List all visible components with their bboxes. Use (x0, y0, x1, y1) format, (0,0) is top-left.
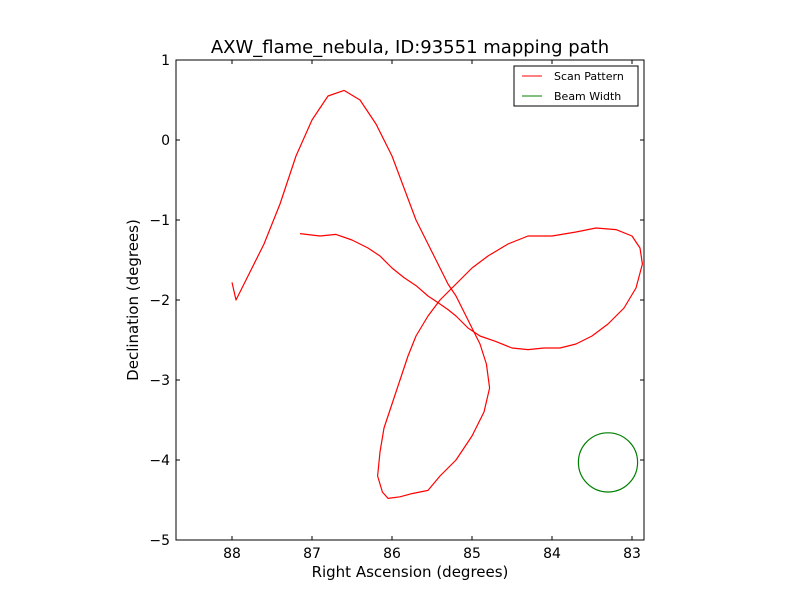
x-tick-label: 86 (383, 546, 401, 562)
x-tick-label: 84 (543, 546, 561, 562)
x-tick-label: 83 (623, 546, 641, 562)
y-tick-label: −3 (149, 373, 170, 389)
y-tick-label: −4 (149, 453, 170, 469)
legend-box (513, 65, 639, 107)
chart-title: AXW_flame_nebula, ID:93551 mapping path (211, 37, 609, 58)
x-tick-label: 88 (223, 546, 241, 562)
axis-ticks: 88 87 86 85 84 83 1 0 −1 −2 −3 −4 −5 (149, 53, 644, 562)
y-tick-label: 1 (161, 53, 170, 69)
scan-pattern-line (231, 89, 644, 499)
y-tick-label: 0 (161, 133, 170, 149)
y-tick-label: −2 (149, 293, 170, 309)
x-tick-label: 87 (303, 546, 321, 562)
y-tick-label: −5 (149, 533, 170, 549)
y-axis-label: Declination (degrees) (124, 219, 142, 381)
legend: Scan Pattern Beam Width (513, 65, 639, 107)
x-tick-label: 85 (463, 546, 481, 562)
plot-area (231, 89, 644, 499)
plot-frame (175, 59, 645, 541)
legend-label-scan-pattern: Scan Pattern (554, 70, 624, 83)
y-tick-label: −1 (149, 213, 170, 229)
legend-label-beam-width: Beam Width (554, 90, 621, 103)
x-axis-label: Right Ascension (degrees) (312, 563, 509, 581)
beam-width-circle (577, 432, 639, 493)
